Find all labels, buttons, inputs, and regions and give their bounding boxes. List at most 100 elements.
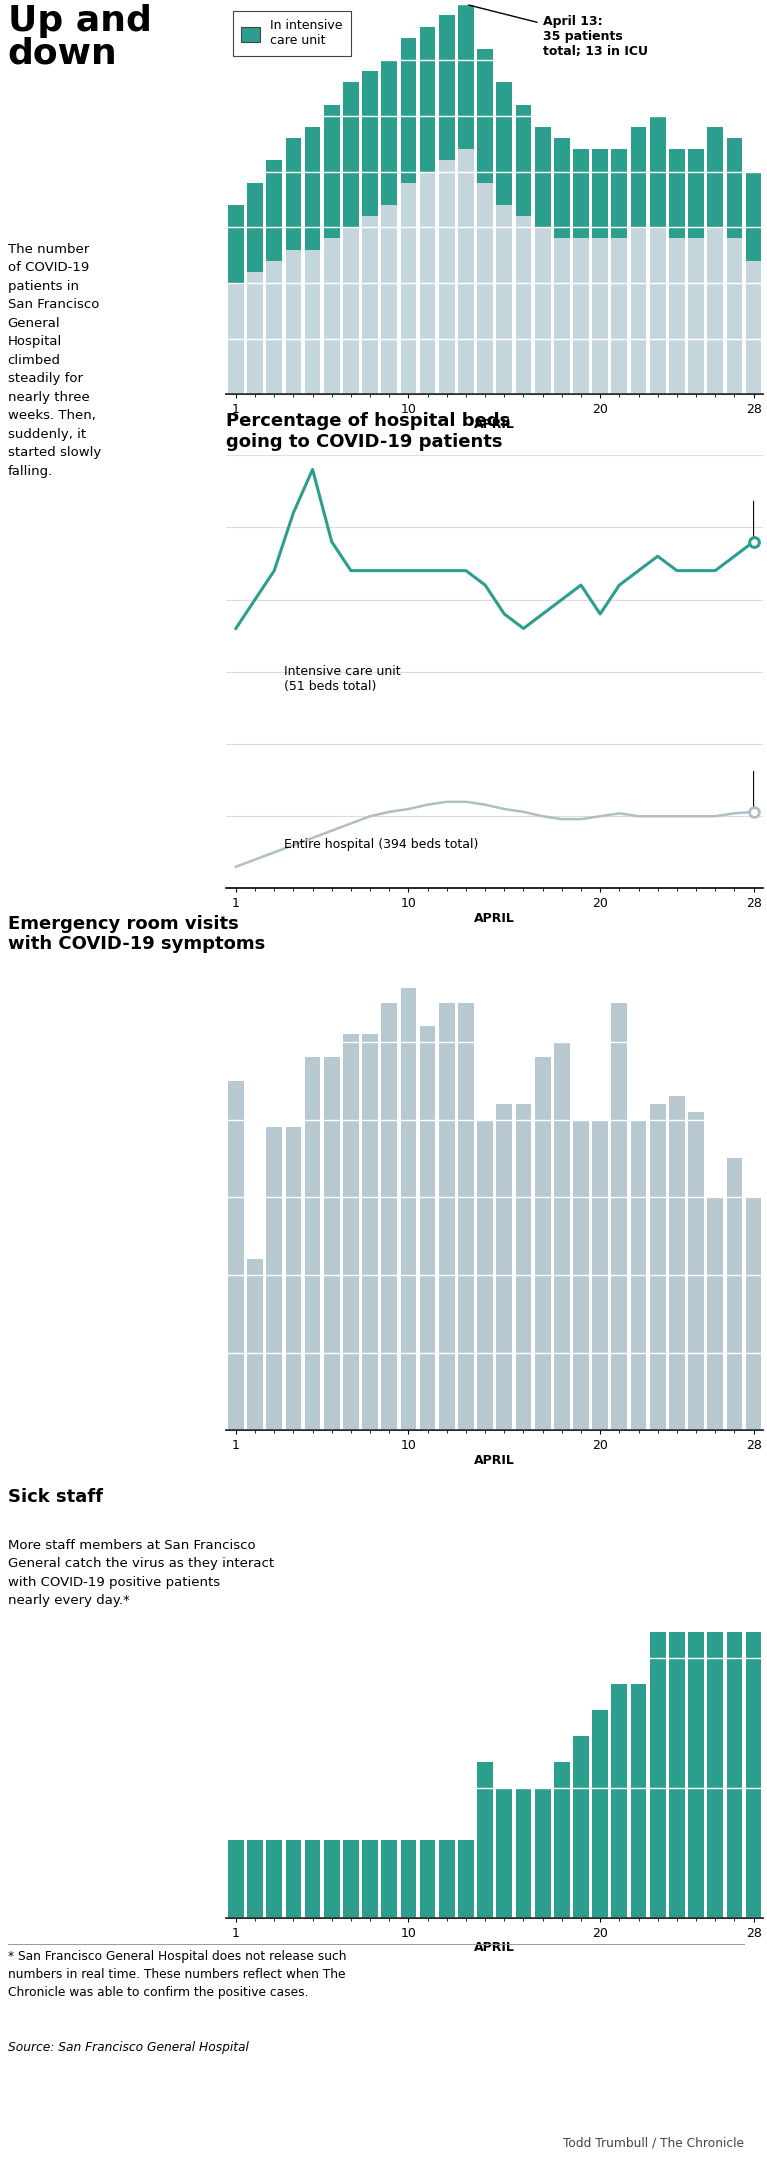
Bar	[650, 228, 666, 394]
Bar	[496, 82, 512, 206]
Bar	[343, 228, 359, 394]
Bar	[439, 160, 455, 394]
Bar	[688, 238, 704, 394]
Bar	[343, 1034, 359, 1430]
Bar	[496, 206, 512, 394]
Bar	[362, 72, 378, 217]
Bar	[573, 150, 589, 238]
Bar	[304, 1840, 321, 1918]
Bar	[611, 150, 627, 238]
Text: * San Francisco General Hospital does not release such
numbers in real time. The: * San Francisco General Hospital does no…	[8, 1950, 346, 2000]
Bar	[573, 238, 589, 394]
Bar	[439, 1003, 455, 1430]
Bar	[688, 1632, 704, 1918]
Bar	[726, 1159, 742, 1430]
Bar	[535, 1057, 551, 1430]
X-axis label: APRIL: APRIL	[474, 1942, 515, 1955]
Bar	[343, 1840, 359, 1918]
Bar	[669, 150, 685, 238]
Bar	[554, 139, 570, 238]
Bar	[228, 1840, 244, 1918]
Bar	[707, 128, 723, 228]
Bar	[420, 1027, 436, 1430]
X-axis label: APRIL: APRIL	[474, 1454, 515, 1467]
Bar	[343, 82, 359, 228]
Bar	[247, 182, 263, 271]
Bar	[458, 150, 474, 394]
Bar	[477, 182, 493, 394]
Text: More staff members at San Francisco
General catch the virus as they interact
wit: More staff members at San Francisco Gene…	[8, 1539, 274, 1608]
Bar	[707, 228, 723, 394]
Bar	[247, 1840, 263, 1918]
Bar	[247, 271, 263, 394]
Bar	[458, 4, 474, 150]
Bar	[726, 238, 742, 394]
Bar	[304, 1057, 321, 1430]
Text: Source: San Francisco General Hospital: Source: San Francisco General Hospital	[8, 2041, 249, 2054]
Bar	[611, 1003, 627, 1430]
Text: Intensive care unit
(51 beds total): Intensive care unit (51 beds total)	[284, 665, 400, 693]
Bar	[630, 1684, 647, 1918]
Bar	[726, 1632, 742, 1918]
Bar	[688, 150, 704, 238]
Bar	[400, 1840, 416, 1918]
Bar	[228, 206, 244, 284]
Bar	[439, 1840, 455, 1918]
Bar	[669, 238, 685, 394]
Bar	[285, 139, 301, 249]
Text: Entire hospital (394 beds total): Entire hospital (394 beds total)	[284, 839, 478, 852]
Text: Todd Trumbull / The Chronicle: Todd Trumbull / The Chronicle	[563, 2137, 744, 2150]
Bar	[592, 1710, 608, 1918]
Bar	[515, 217, 532, 394]
Bar	[324, 1057, 340, 1430]
Bar	[400, 988, 416, 1430]
Bar	[726, 139, 742, 238]
Bar	[304, 128, 321, 249]
Bar	[228, 1081, 244, 1430]
Bar	[573, 1120, 589, 1430]
Bar	[381, 61, 397, 206]
Bar	[535, 228, 551, 394]
Bar	[439, 15, 455, 160]
Bar	[535, 1788, 551, 1918]
Bar	[458, 1840, 474, 1918]
Text: Up and
down: Up and down	[8, 4, 152, 72]
Bar	[285, 1840, 301, 1918]
Bar	[228, 284, 244, 394]
Bar	[650, 1632, 666, 1918]
Bar	[611, 1684, 627, 1918]
Text: April 13:
35 patients
total; 13 in ICU: April 13: 35 patients total; 13 in ICU	[469, 4, 647, 59]
Bar	[266, 260, 282, 394]
Bar	[285, 1127, 301, 1430]
Bar	[420, 26, 436, 171]
Bar	[688, 1112, 704, 1430]
Bar	[573, 1736, 589, 1918]
Bar	[477, 50, 493, 182]
Bar	[420, 1840, 436, 1918]
Bar	[746, 260, 762, 394]
Bar	[266, 1127, 282, 1430]
Bar	[477, 1120, 493, 1430]
Bar	[650, 1103, 666, 1430]
Bar	[381, 1003, 397, 1430]
Text: Sick staff: Sick staff	[8, 1489, 103, 1506]
Bar	[554, 1042, 570, 1430]
Bar	[611, 238, 627, 394]
Bar	[285, 249, 301, 394]
Bar	[304, 249, 321, 394]
Bar	[420, 171, 436, 394]
Bar	[592, 1120, 608, 1430]
Bar	[324, 1840, 340, 1918]
Bar	[247, 1259, 263, 1430]
Bar	[669, 1097, 685, 1430]
Bar	[707, 1632, 723, 1918]
X-axis label: APRIL: APRIL	[474, 418, 515, 431]
Bar	[592, 238, 608, 394]
Bar	[707, 1196, 723, 1430]
Bar	[324, 238, 340, 394]
Bar	[381, 1840, 397, 1918]
X-axis label: APRIL: APRIL	[474, 912, 515, 925]
Bar	[650, 115, 666, 228]
Bar	[746, 1632, 762, 1918]
Bar	[266, 160, 282, 260]
